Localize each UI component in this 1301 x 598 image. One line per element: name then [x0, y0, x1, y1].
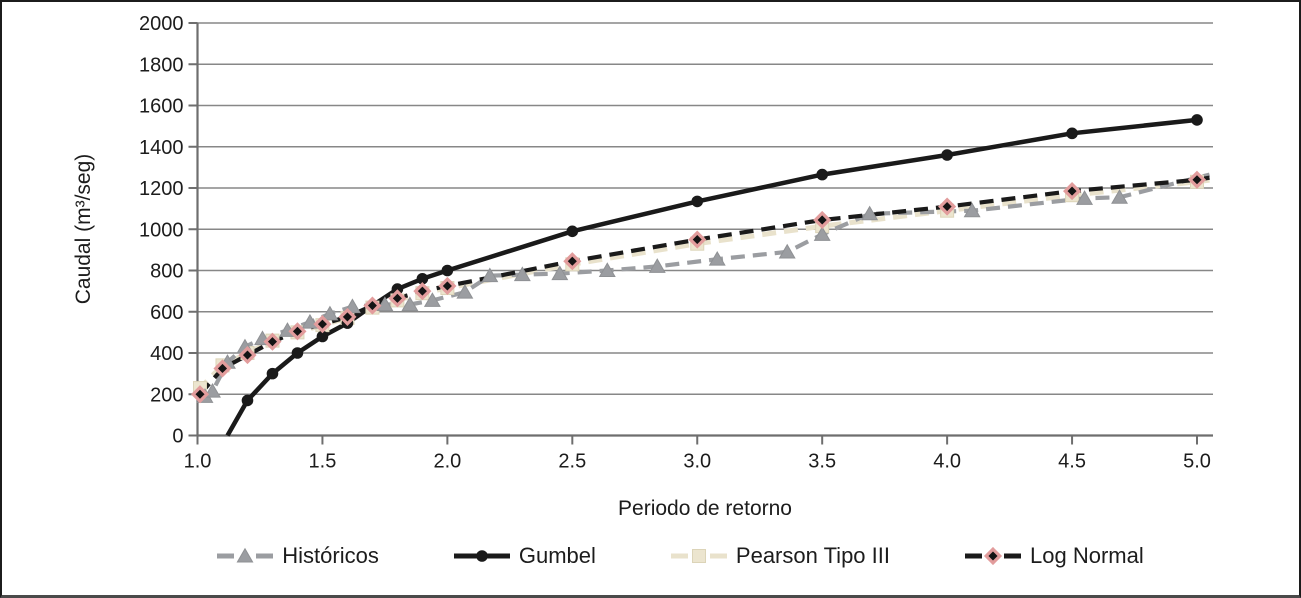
log-normal-marker	[363, 296, 382, 315]
gumbel-marker	[566, 225, 579, 238]
gumbel-marker	[941, 149, 953, 161]
log-normal-marker	[438, 276, 457, 296]
y-tick-label: 600	[150, 302, 183, 324]
y-tick-label: 200	[150, 384, 183, 406]
y-tick-label: 0	[172, 426, 183, 448]
gumbel-marker	[316, 330, 329, 343]
gumbel-marker	[241, 394, 254, 407]
log-normal-marker	[338, 307, 357, 326]
histo-ricos-marker	[1076, 190, 1094, 205]
log-normal-marker	[688, 230, 707, 249]
legend-item-pearson: Pearson Tipo III	[670, 543, 890, 569]
histo-ricos-markers	[196, 189, 1129, 403]
gumbel-marker	[266, 367, 279, 380]
histo-ricos-marker	[204, 382, 221, 398]
pearson-line-sample-icon	[670, 549, 727, 563]
pearson-tipo-iii-markers	[192, 174, 1204, 396]
histo-ricos-marker	[481, 267, 499, 283]
y-tick-label: 1200	[139, 178, 184, 200]
histo-ricos-marker	[551, 265, 569, 281]
log-normal-marker	[190, 385, 210, 404]
x-tick-label: 2.5	[558, 451, 586, 473]
histo-ricos-marker	[401, 296, 419, 312]
log-normal-line	[198, 175, 1210, 396]
log-normal-marker	[313, 315, 332, 334]
y-tick-label: 2000	[139, 13, 184, 35]
y-tick-label: 800	[150, 261, 183, 283]
log-normal-marker	[813, 210, 832, 230]
gumbel-line-sample-icon	[453, 550, 510, 562]
pearson-tipo-iii-marker	[691, 549, 706, 563]
x-tick-label: 3.5	[808, 451, 836, 473]
y-tick-label: 1400	[139, 137, 184, 159]
histo-ricos-marker	[861, 205, 879, 221]
y-tick-label: 1800	[139, 54, 184, 76]
x-tick-label: 2.0	[433, 451, 461, 473]
histo-ricos-marker	[423, 292, 441, 307]
log-normal-marker	[213, 359, 232, 378]
gumbel-line	[225, 117, 1198, 437]
log-normal-marker	[1062, 182, 1082, 201]
log-normal-marker	[938, 197, 957, 216]
log-normal-marker	[413, 282, 432, 301]
x-tick-label: 4.0	[933, 451, 961, 473]
legend: Históricos Gumbel Pearson Tipo III Log N…	[160, 543, 1200, 569]
histo-ricos-marker	[778, 243, 796, 259]
gumbel-marker	[476, 550, 488, 562]
gumbel-marker	[816, 168, 828, 181]
y-tick-label: 1000	[139, 219, 184, 241]
log-normal-marker	[263, 332, 282, 351]
histo-ricos-marker	[708, 250, 726, 266]
legend-label-lognormal: Log Normal	[1030, 543, 1144, 568]
histo-ricos-marker	[598, 262, 616, 277]
log-normal-marker	[1187, 170, 1207, 189]
legend-label-gumbel: Gumbel	[518, 543, 596, 568]
histo-ricos-marker	[301, 313, 319, 329]
historicos-line-sample-icon	[217, 547, 274, 563]
x-tick-label: 4.5	[1058, 451, 1086, 473]
log-normal-markers	[190, 170, 1207, 404]
histo-ricos-marker	[236, 547, 254, 563]
x-tick-label: 1.0	[184, 451, 212, 473]
log-normal-marker	[563, 252, 582, 271]
log-normal-marker	[288, 322, 307, 341]
x-tick-label: 5.0	[1183, 451, 1211, 473]
x-tick-label: 3.0	[683, 451, 711, 473]
log-normal-marker	[238, 346, 257, 365]
gumbel-marker	[291, 347, 304, 359]
log-normal-marker	[983, 546, 1003, 566]
x-tick-label: 1.5	[309, 451, 337, 473]
pearson-tipo-iii-line	[195, 177, 1210, 393]
legend-label-pearson: Pearson Tipo III	[735, 543, 890, 568]
histo-ricos-marker	[648, 258, 666, 273]
histo-ricos-line	[198, 172, 1211, 403]
gumbel-marker	[691, 195, 704, 208]
legend-item-lognormal: Log Normal	[964, 543, 1144, 569]
gumbel-marker	[391, 283, 404, 295]
x-axis-title: Periodo de retorno	[618, 497, 792, 520]
y-tick-label: 1600	[139, 96, 184, 118]
legend-item-gumbel: Gumbel	[453, 543, 596, 569]
log-normal-marker	[388, 289, 407, 308]
y-tick-label: 400	[150, 343, 183, 365]
histo-ricos-marker	[456, 283, 474, 299]
histo-ricos-marker	[513, 266, 531, 282]
gumbel-marker	[441, 264, 454, 277]
histo-ricos-marker	[376, 296, 394, 312]
histo-ricos-marker	[1111, 189, 1129, 204]
gumbel-marker	[1191, 114, 1203, 126]
histo-ricos-marker	[321, 305, 339, 321]
histo-ricos-marker	[963, 202, 981, 218]
gumbel-marker	[416, 272, 429, 285]
lognormal-line-sample-icon	[965, 546, 1021, 566]
legend-label-historicos: Históricos	[282, 543, 379, 568]
gumbel-marker	[1066, 127, 1078, 140]
legend-item-historicos: Históricos	[216, 543, 379, 569]
y-axis-title: Caudal (m³/seg)	[72, 153, 95, 305]
histo-ricos-marker	[813, 226, 831, 241]
